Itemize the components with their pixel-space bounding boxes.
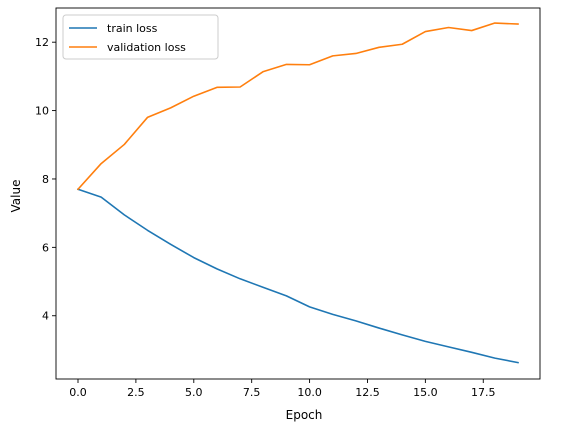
x-tick-label: 15.0 — [413, 386, 438, 399]
y-tick-label: 6 — [42, 241, 49, 254]
x-tick-label: 17.5 — [471, 386, 496, 399]
y-axis-ticks: 4 6 8 10 12 — [35, 36, 56, 323]
x-tick-label: 12.5 — [355, 386, 380, 399]
legend-label-train-loss: train loss — [107, 22, 158, 35]
y-tick-label: 8 — [42, 173, 49, 186]
series-line-train-loss — [76, 188, 519, 364]
x-axis-label: Epoch — [286, 408, 323, 422]
legend: train loss validation loss — [62, 14, 219, 60]
axes-frame — [55, 7, 541, 380]
x-tick-label: 5.0 — [185, 386, 203, 399]
x-tick-label: 10.0 — [297, 386, 322, 399]
x-tick-label: 2.5 — [127, 386, 145, 399]
legend-label-validation-loss: validation loss — [107, 41, 186, 54]
legend-box — [62, 14, 219, 60]
y-tick-label: 12 — [35, 36, 49, 49]
y-axis-label: Value — [9, 180, 23, 213]
x-tick-label: 7.5 — [243, 386, 261, 399]
x-axis-ticks: 0.0 2.5 5.0 7.5 10.0 12.5 15.0 17.5 — [69, 379, 496, 399]
y-tick-label: 10 — [35, 105, 49, 118]
y-tick-label: 4 — [42, 310, 49, 323]
series-layer — [76, 22, 519, 364]
series-line-validation-loss — [76, 22, 519, 191]
x-tick-label: 0.0 — [69, 386, 87, 399]
plot-area — [55, 7, 541, 380]
